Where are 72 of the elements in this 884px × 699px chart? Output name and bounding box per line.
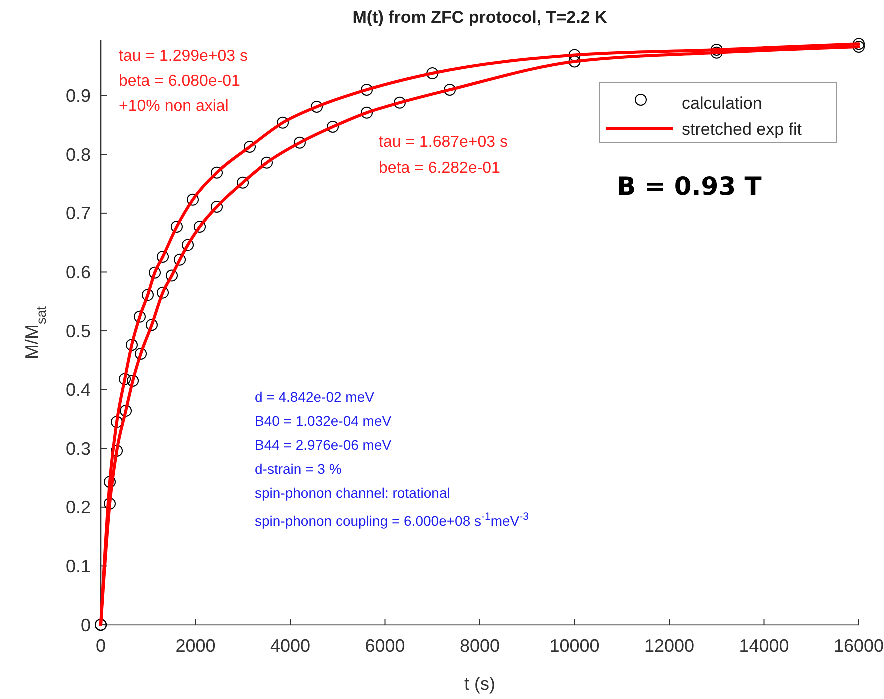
point [277, 116, 290, 129]
point [294, 136, 306, 149]
x-tick-label: 16000 [834, 636, 884, 656]
y-tick-label: 0.4 [66, 380, 91, 400]
point [194, 220, 206, 233]
annotation: B40 = 1.032e-04 meV [255, 413, 392, 429]
point [126, 339, 138, 352]
legend-label: stretched exp fit [682, 120, 802, 139]
point [146, 319, 158, 332]
point [261, 156, 273, 169]
point [119, 373, 132, 386]
point [111, 416, 124, 428]
annotation: d = 4.842e-02 meV [255, 389, 376, 405]
point [120, 404, 132, 417]
point [361, 84, 374, 96]
point [326, 121, 339, 134]
annotation: d-strain = 3 % [255, 461, 342, 477]
point [444, 84, 456, 96]
y-tick-label: 0.2 [66, 498, 91, 518]
x-axis-title: t (s) [464, 674, 496, 694]
point [135, 348, 148, 360]
point [568, 56, 581, 68]
point [157, 286, 170, 299]
point [187, 194, 199, 206]
point [211, 166, 224, 179]
y-tick-label: 0.1 [66, 556, 91, 577]
point [170, 220, 183, 233]
annotation: spin-phonon coupling = 6.000e+08 s$^{-1}$meV$^{-3}$ [255, 511, 530, 529]
point [394, 96, 406, 109]
x-tick-label: 4000 [270, 636, 311, 656]
x-tick-label: 12000 [644, 636, 695, 656]
point [237, 176, 250, 189]
annotation: +10% non axial [119, 98, 229, 115]
point [853, 41, 865, 54]
x-tick-label: 10000 [550, 636, 600, 656]
annotation: beta = 6.282e-01 [379, 160, 501, 177]
point [310, 101, 323, 114]
point [149, 266, 162, 279]
y-tick-label: 0.5 [66, 321, 91, 342]
annotation: B = 0.93 T [617, 172, 762, 201]
point [111, 444, 124, 457]
y-tick-label: 0.8 [66, 144, 91, 165]
legend-label: calculation [682, 94, 762, 113]
point [157, 250, 170, 263]
point [568, 49, 581, 62]
annotation: tau = 1.687e+03 s [379, 134, 508, 151]
chart-title: M(t) from ZFC protocol, T=2.2 K [352, 8, 608, 27]
point [244, 141, 256, 154]
annotation: beta = 6.080e-01 [119, 73, 241, 90]
y-tick-label: 0.7 [66, 204, 91, 224]
x-tick-label: 14000 [739, 636, 790, 656]
point [853, 38, 865, 50]
point [174, 254, 186, 266]
x-tick-label: 8000 [460, 636, 500, 656]
y-tick-label: 0 [80, 615, 91, 636]
point [361, 106, 374, 119]
point [142, 289, 154, 302]
point [426, 68, 439, 80]
annotation: tau = 1.299e+03 s [119, 48, 248, 65]
point [134, 310, 146, 323]
point [182, 239, 194, 252]
x-tick-label: 6000 [365, 636, 406, 656]
x-tick-label: 0 [96, 636, 106, 656]
annotation: spin-phonon channel: rotational [255, 485, 450, 501]
point [166, 270, 178, 282]
point [127, 375, 140, 388]
point [211, 200, 224, 213]
annotation: B44 = 2.976e-06 meV [255, 437, 392, 453]
x-tick-label: 2000 [176, 636, 216, 656]
y-tick-label: 0.3 [66, 438, 91, 459]
y-tick-label: 0.6 [66, 262, 91, 283]
y-tick-label: 0.9 [66, 86, 91, 106]
